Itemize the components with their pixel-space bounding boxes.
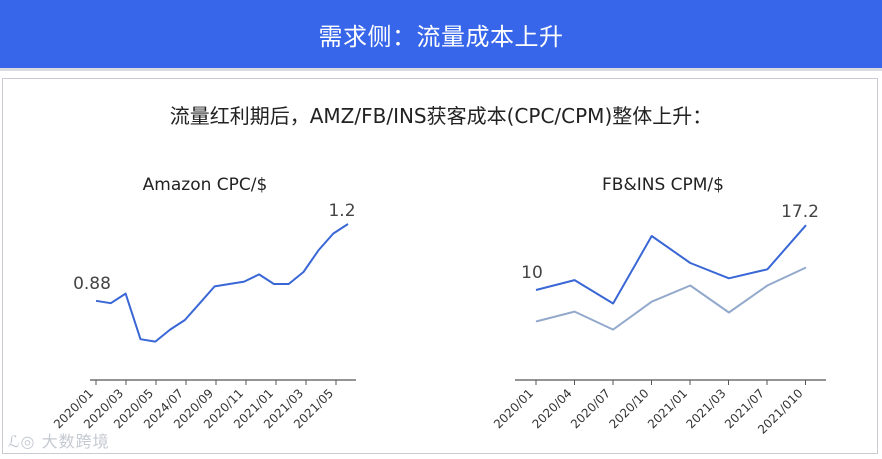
- x-tick-label: 2020/10: [606, 386, 651, 431]
- amazon-cpc-chart: Amazon CPC/$2020/012020/032020/052024/07…: [51, 175, 356, 431]
- watermark-text: 大数跨境: [41, 432, 110, 451]
- watermark-logo: ℒ◎ 大数跨境: [8, 428, 110, 452]
- header-divider: [0, 68, 882, 71]
- data-label-first: 10: [521, 263, 543, 283]
- slide-subtitle: 流量红利期后，AMZ/FB/INS获客成本(CPC/CPM)整体上升：: [169, 104, 713, 128]
- content-panel: [2, 78, 878, 454]
- x-tick-label: 2021/03: [683, 386, 728, 431]
- watermark-icon: ℒ◎: [8, 432, 36, 451]
- chart-title: Amazon CPC/$: [143, 175, 268, 195]
- x-tick-label: 2020/01: [491, 386, 536, 431]
- chart-title: FB&INS CPM/$: [602, 175, 724, 195]
- x-tick-label: 2021/01: [645, 386, 690, 431]
- header-bar: 需求侧：流量成本上升: [0, 0, 882, 68]
- data-label-last: 1.2: [328, 201, 355, 221]
- series-line-primary: [535, 224, 807, 305]
- series-line-secondary: [535, 266, 807, 331]
- series-line-primary: [95, 223, 349, 343]
- data-label-first: 0.88: [73, 274, 111, 294]
- page-title: 需求侧：流量成本上升: [318, 22, 564, 51]
- x-tick-label: 2020/04: [529, 386, 574, 431]
- x-tick-label: 2020/07: [568, 386, 613, 431]
- data-label-last: 17.2: [781, 202, 819, 222]
